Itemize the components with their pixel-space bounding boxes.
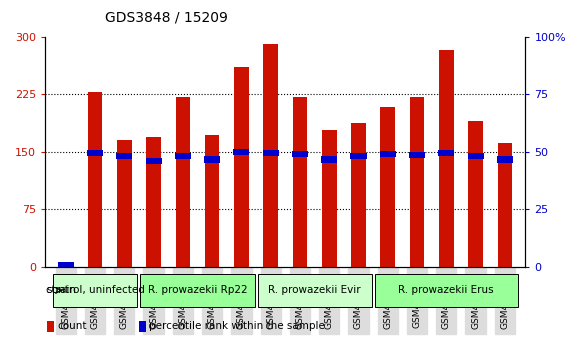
Bar xyxy=(205,135,220,267)
Bar xyxy=(117,140,132,267)
Bar xyxy=(87,150,103,156)
Bar xyxy=(234,67,249,267)
Bar xyxy=(59,265,73,267)
Text: R. prowazekii Evir: R. prowazekii Evir xyxy=(268,285,361,296)
Bar xyxy=(116,153,132,159)
Bar xyxy=(145,158,162,164)
Bar xyxy=(468,121,483,267)
Bar xyxy=(438,150,454,156)
Text: percentile rank within the sample: percentile rank within the sample xyxy=(149,321,325,331)
Bar xyxy=(351,124,366,267)
Bar xyxy=(58,262,74,269)
Bar xyxy=(497,143,512,267)
FancyBboxPatch shape xyxy=(257,274,372,307)
Bar xyxy=(46,321,54,332)
Bar xyxy=(139,321,146,332)
Bar xyxy=(409,152,425,158)
Bar xyxy=(293,97,307,267)
Bar xyxy=(146,137,161,267)
Bar xyxy=(321,156,338,162)
Text: strain: strain xyxy=(46,285,77,296)
Bar xyxy=(175,153,191,159)
Text: R. prowazekii Erus: R. prowazekii Erus xyxy=(399,285,494,296)
Bar xyxy=(381,107,395,267)
Bar xyxy=(439,50,454,267)
Text: control, uninfected: control, uninfected xyxy=(45,285,145,296)
Text: R. prowazekii Rp22: R. prowazekii Rp22 xyxy=(148,285,248,296)
FancyBboxPatch shape xyxy=(375,274,518,307)
FancyBboxPatch shape xyxy=(53,274,138,307)
Bar xyxy=(175,97,190,267)
Bar xyxy=(322,130,336,267)
Bar xyxy=(497,156,513,162)
FancyBboxPatch shape xyxy=(141,274,254,307)
Bar xyxy=(263,44,278,267)
Bar xyxy=(350,153,367,159)
Text: GDS3848 / 15209: GDS3848 / 15209 xyxy=(105,11,227,25)
Bar xyxy=(263,150,279,156)
Bar xyxy=(468,153,483,159)
Bar xyxy=(88,92,102,267)
Bar xyxy=(234,149,249,155)
Text: count: count xyxy=(57,321,87,331)
Bar xyxy=(380,151,396,157)
Bar xyxy=(410,97,424,267)
Bar xyxy=(292,151,308,157)
Bar xyxy=(204,156,220,162)
